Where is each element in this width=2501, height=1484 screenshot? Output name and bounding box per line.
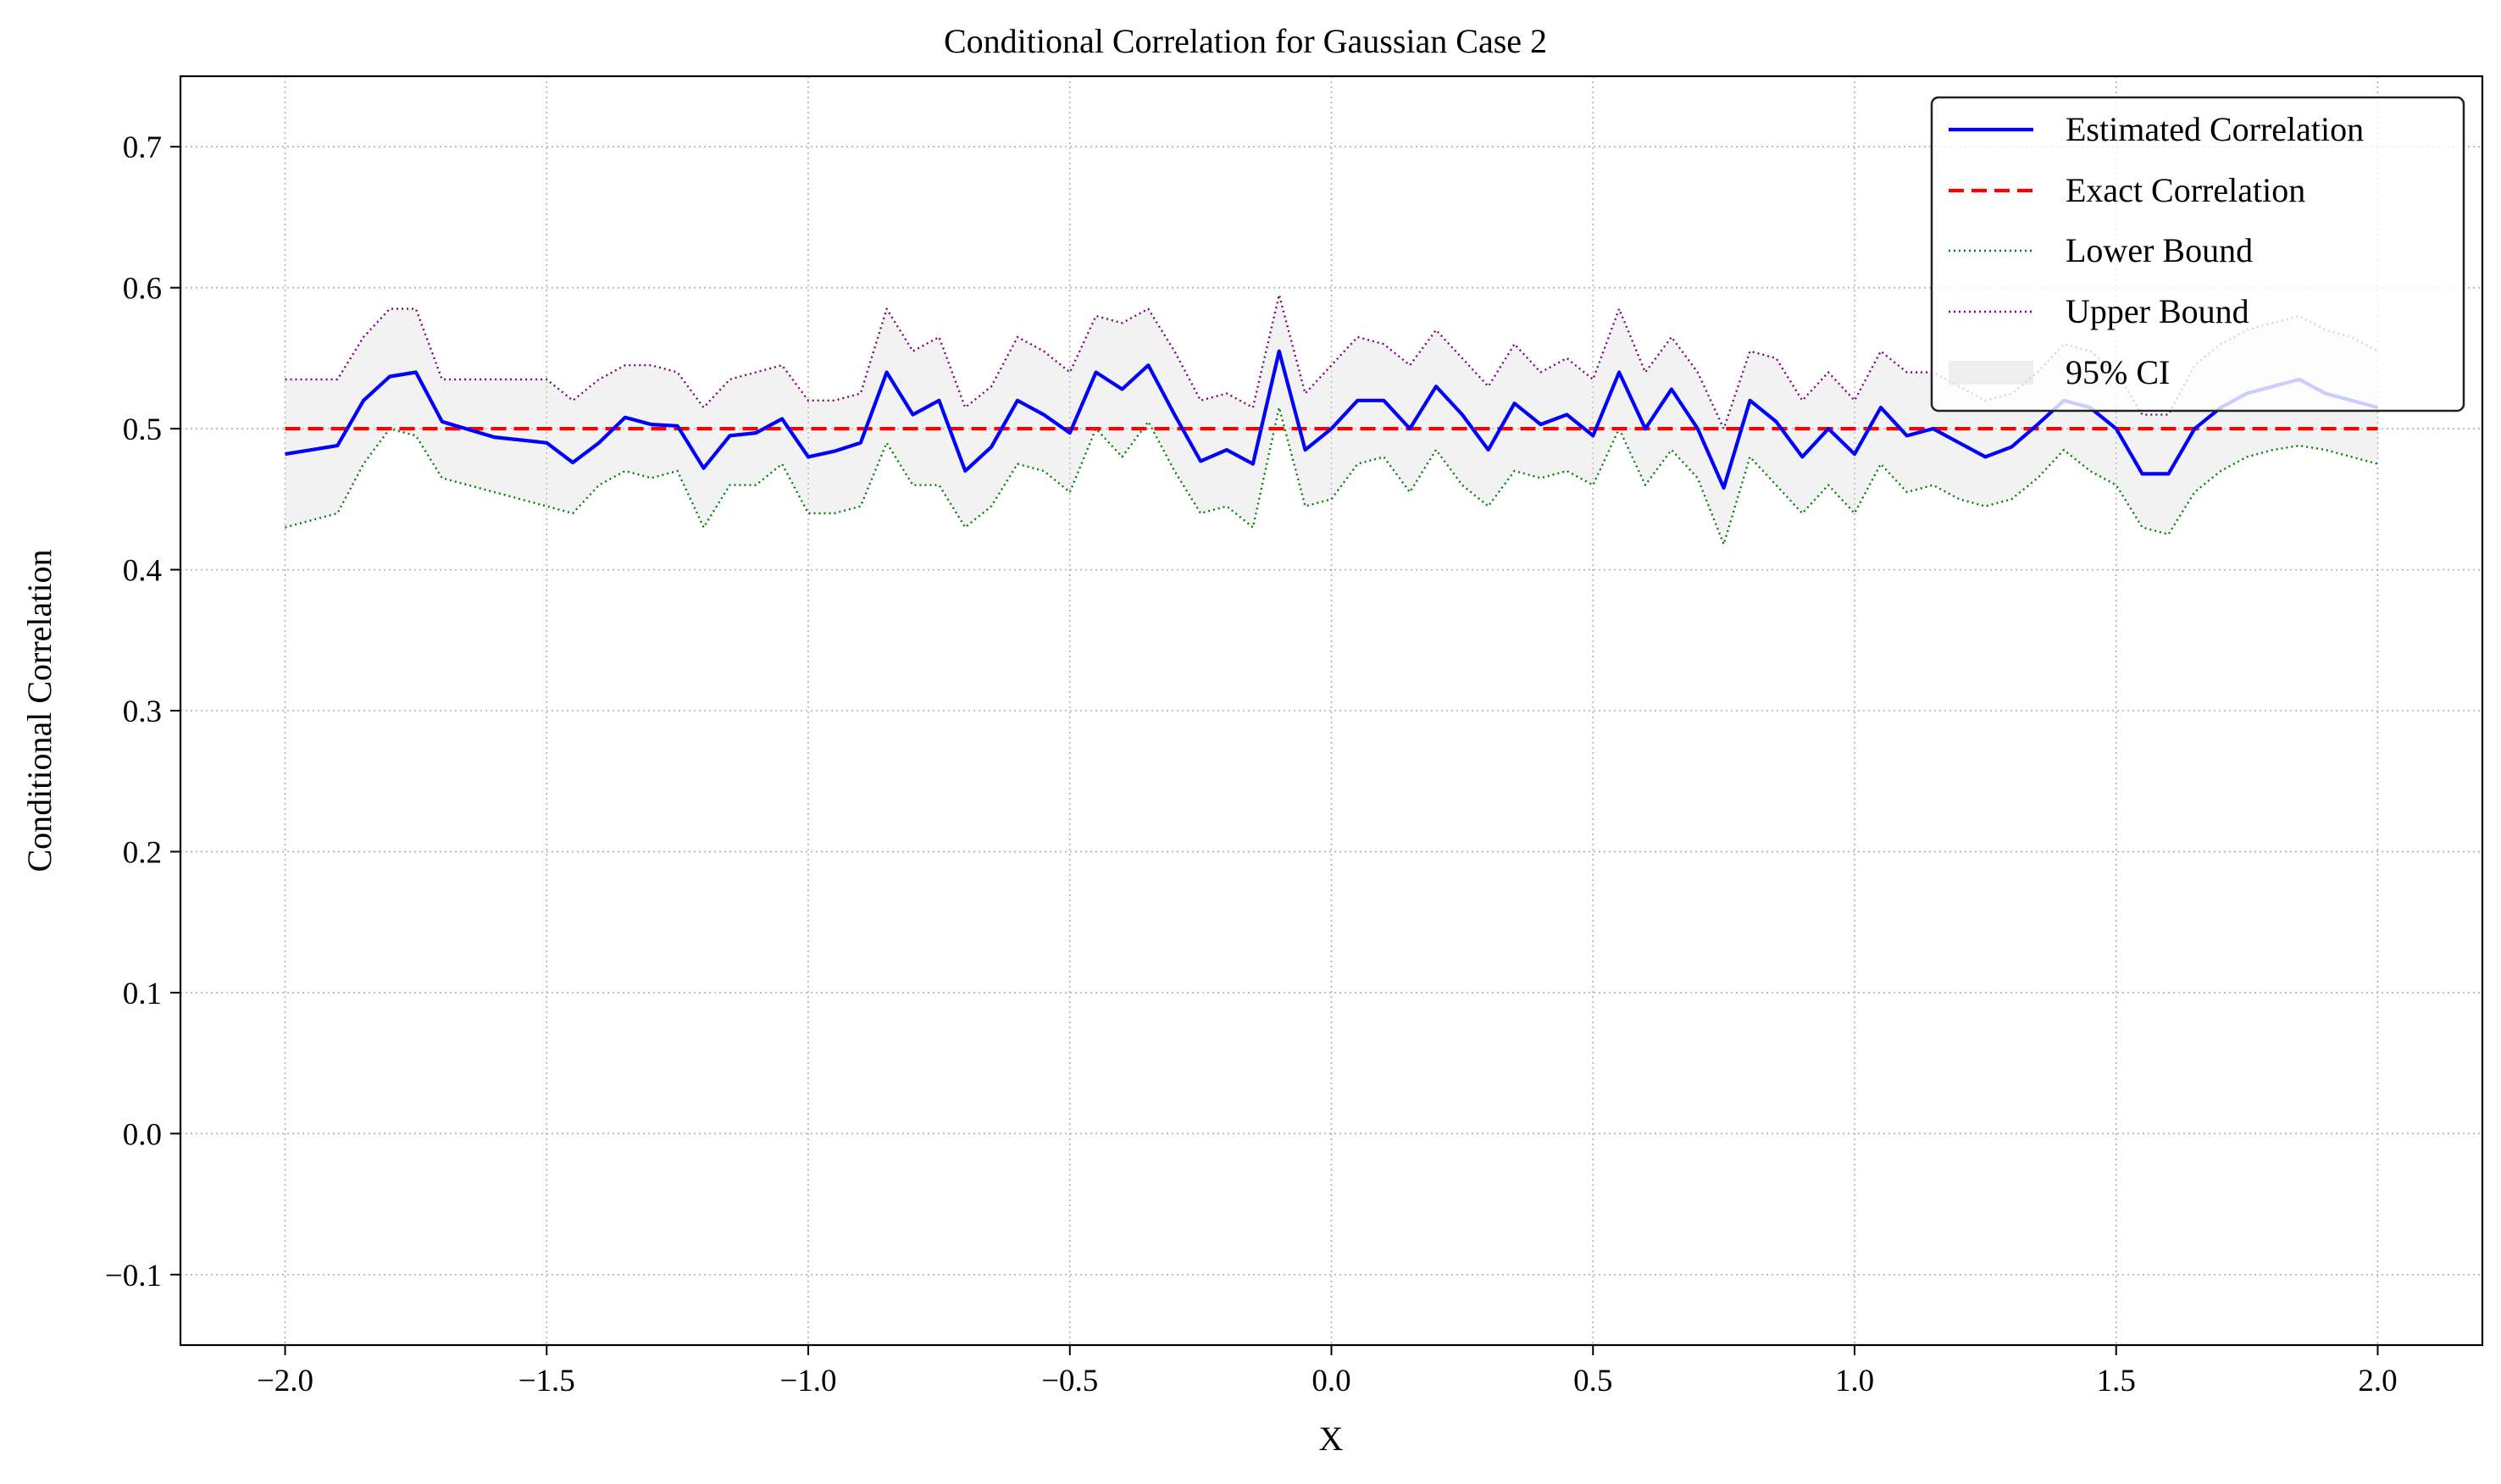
legend-label-ci_fill: 95% CI bbox=[2066, 353, 2170, 391]
x-tick-label: 1.5 bbox=[2097, 1364, 2136, 1398]
legend: Estimated Correlation Exact Correlation Lo… bbox=[1930, 96, 2465, 413]
y-tick-label: 0.4 bbox=[123, 554, 162, 589]
y-tick-label: −0.1 bbox=[105, 1259, 162, 1293]
estimated-correlation-line bbox=[285, 349, 2379, 490]
x-tick-label: 0.0 bbox=[1312, 1364, 1350, 1398]
legend-box bbox=[1930, 96, 2465, 413]
legend-label-lower: Lower Bound bbox=[2066, 231, 2253, 269]
x-axis-label: X bbox=[1319, 1420, 1344, 1458]
y-axis-ticks: −0.1 0.0 0.1 0.2 0.3 0.4 0.5 0.6 0.7 bbox=[105, 130, 180, 1293]
grid-lines bbox=[180, 76, 2482, 1345]
x-tick-label: −1.0 bbox=[779, 1364, 836, 1398]
y-tick-label: 0.0 bbox=[123, 1117, 162, 1152]
x-tick-label: 0.5 bbox=[1573, 1364, 1612, 1398]
ci-band bbox=[285, 295, 2378, 545]
legend-label-exact: Exact Correlation bbox=[2066, 171, 2305, 209]
y-axis-label: Conditional Correlation bbox=[20, 549, 58, 872]
x-axis-ticks: −2.0 −1.5 −1.0 −0.5 0.0 0.5 1.0 1.5 2.0 bbox=[257, 1345, 2398, 1398]
x-tick-label: 1.0 bbox=[1835, 1364, 1874, 1398]
y-tick-label: 0.3 bbox=[123, 695, 162, 729]
y-tick-label: 0.7 bbox=[123, 130, 162, 165]
y-tick-label: 0.1 bbox=[123, 977, 162, 1011]
legend-swatch-ci bbox=[1949, 361, 2033, 385]
legend-label-estimated: Estimated Correlation bbox=[2066, 110, 2364, 148]
x-tick-label: −2.0 bbox=[257, 1364, 313, 1398]
lower-bound-line bbox=[285, 406, 2378, 545]
chart-title: Conditional Correlation for Gaussian Cas… bbox=[944, 22, 1547, 60]
y-tick-label: 0.2 bbox=[123, 835, 162, 870]
y-tick-label: 0.5 bbox=[123, 413, 162, 447]
y-tick-label: 0.6 bbox=[123, 272, 162, 307]
legend-label-upper: Upper Bound bbox=[2066, 292, 2249, 330]
x-tick-label: −0.5 bbox=[1041, 1364, 1098, 1398]
x-tick-label: 2.0 bbox=[2358, 1364, 2397, 1398]
x-tick-label: −1.5 bbox=[518, 1364, 575, 1398]
confidence-band bbox=[285, 295, 2378, 545]
